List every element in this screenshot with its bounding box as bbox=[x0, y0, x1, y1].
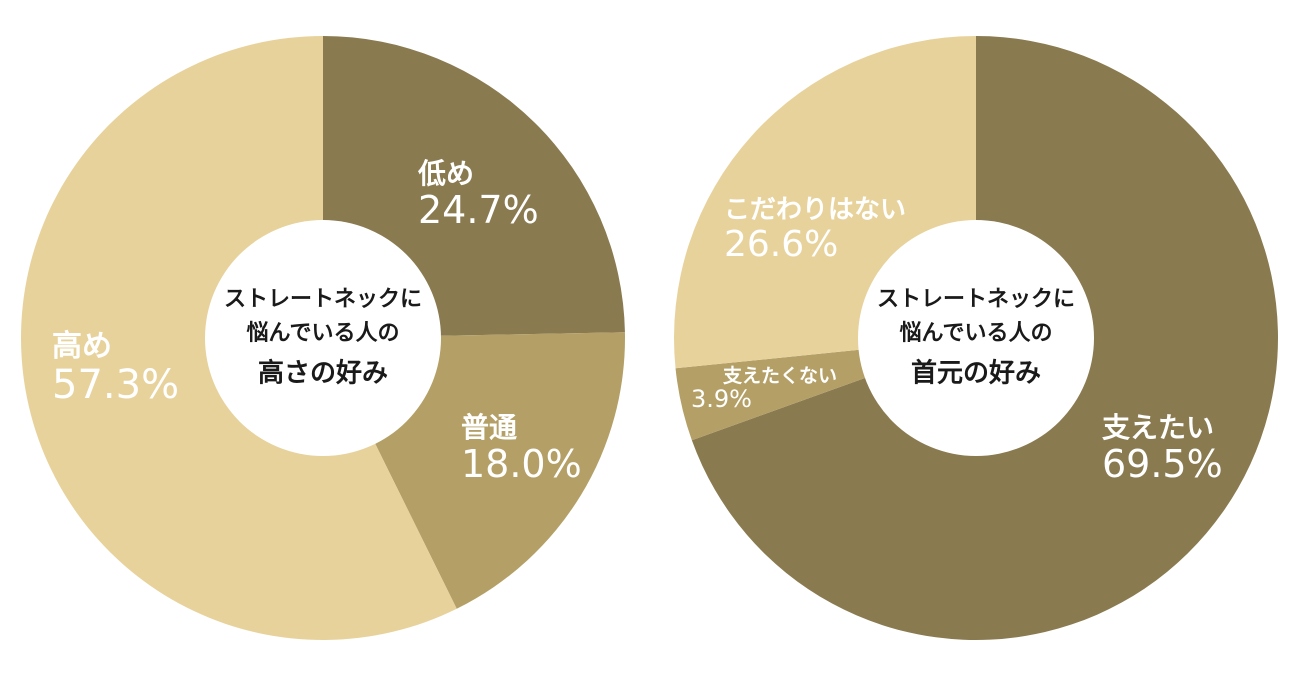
slice-value-1-2: 18.0% bbox=[461, 442, 582, 486]
slice-value-1-1: 24.7% bbox=[418, 188, 539, 232]
center-label-1-2: 悩んでいる人の bbox=[247, 321, 400, 346]
donut-hole-2 bbox=[858, 220, 1094, 456]
center-label-2-3: 首元の好み bbox=[911, 358, 1041, 389]
slice-value-2-1: 69.5% bbox=[1102, 442, 1223, 486]
slice-label-2-2: 支えたくない bbox=[722, 365, 837, 387]
center-label-1-1: ストレートネックに bbox=[224, 287, 422, 312]
slice-value-1-3: 57.3% bbox=[52, 362, 179, 408]
slice-value-2-2: 3.9% bbox=[691, 385, 752, 413]
donut-hole-1 bbox=[205, 220, 441, 456]
slice-label-1-2: 普通 bbox=[461, 411, 517, 444]
slice-label-2-1: 支えたい bbox=[1102, 411, 1214, 444]
center-label-2-2: 悩んでいる人の bbox=[900, 321, 1053, 346]
center-label-2-1: ストレートネックに bbox=[877, 287, 1075, 312]
slice-label-2-3: こだわりはない bbox=[724, 195, 906, 225]
slice-label-1-1: 低め bbox=[417, 157, 474, 190]
center-label-1-3: 高さの好み bbox=[258, 358, 388, 389]
slice-value-2-3: 26.6% bbox=[724, 224, 838, 265]
slice-label-1-3: 高め bbox=[52, 329, 112, 364]
